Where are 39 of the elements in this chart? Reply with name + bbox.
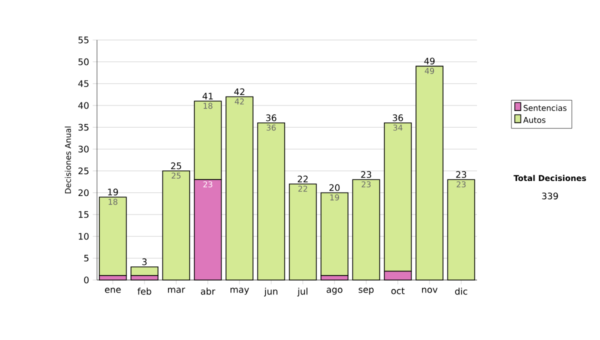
total-label: 36 <box>266 114 276 122</box>
total-label: 41 <box>202 92 213 100</box>
x-tick-label: jun <box>264 288 278 296</box>
y-tick-label: 20 <box>78 189 89 196</box>
text: 339 <box>542 192 558 200</box>
x-tick-label: abr <box>200 288 216 295</box>
total-label: 19 <box>108 188 118 196</box>
total-label: 3 <box>142 258 147 266</box>
x-tick-label: dic <box>455 288 468 295</box>
total-label: 20 <box>329 184 340 192</box>
x-tick-label: feb <box>138 288 152 295</box>
y-tick-label: 35 <box>78 124 88 131</box>
x-tick-label: sep <box>358 288 374 295</box>
total-label: 36 <box>392 114 403 122</box>
y-tick-label: 50 <box>78 58 89 66</box>
x-tick-label: mar <box>168 288 186 293</box>
y-tick-label: 30 <box>78 146 89 152</box>
x-tick-label: may <box>230 288 250 295</box>
total-label: 49 <box>424 58 435 64</box>
bar <box>130 266 158 276</box>
y-tick-label: 10 <box>78 232 89 240</box>
total-label: 23 <box>456 171 466 178</box>
total-label: 42 <box>234 88 244 96</box>
total-label: 25 <box>171 162 182 170</box>
x-tick-label: jul <box>297 288 308 296</box>
x-tick-label: ago <box>326 288 342 295</box>
total-label: 22 <box>298 176 308 182</box>
y-tick-label: 45 <box>78 80 88 87</box>
x-tick-label: oct <box>391 288 405 294</box>
y-tick-label: 40 <box>78 102 89 109</box>
x-tick-label: ene <box>104 288 121 293</box>
y-tick-label: 0 <box>84 276 89 284</box>
y-tick-label: 25 <box>78 168 88 174</box>
y-tick-label: 15 <box>78 211 88 218</box>
x-tick-label: nov <box>422 288 438 293</box>
total-label: 23 <box>361 171 372 178</box>
y-tick-label: 5 <box>84 254 88 262</box>
y-tick-label: 55 <box>78 36 88 44</box>
bar <box>320 192 348 276</box>
